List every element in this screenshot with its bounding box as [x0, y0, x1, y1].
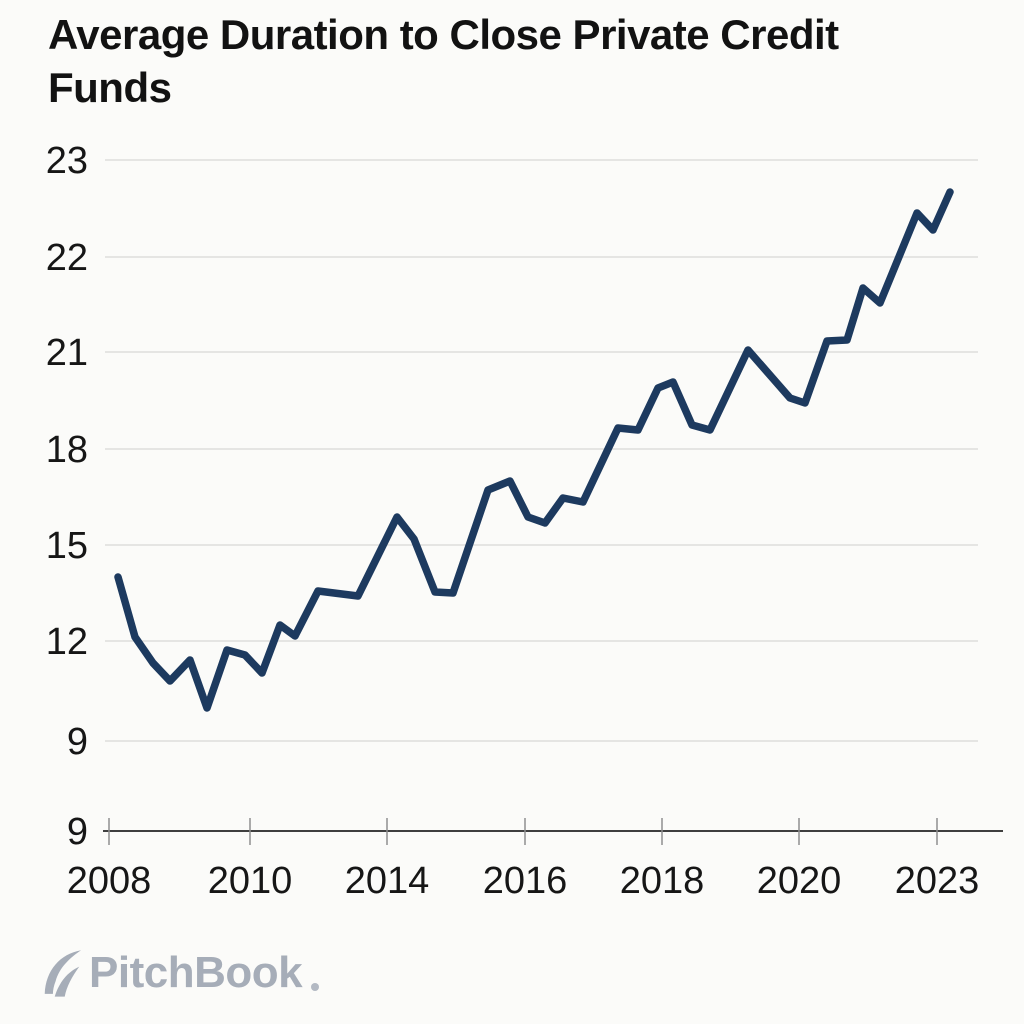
- x-tick-label: 2010: [208, 860, 293, 902]
- y-tick-label: 9: [67, 811, 88, 853]
- feather-swoosh-icon: [44, 950, 82, 997]
- x-tick-label: 2014: [345, 860, 430, 902]
- x-tick-label: 2020: [757, 860, 842, 902]
- y-tick-label: 9: [67, 721, 88, 763]
- y-tick-label: 22: [46, 237, 88, 279]
- chart-title-line1: Average Duration to Close Private Credit: [48, 11, 839, 58]
- chart-title-line2: Funds: [48, 64, 172, 111]
- y-tick-label: 18: [46, 429, 88, 471]
- x-tick-label: 2008: [67, 860, 152, 902]
- x-tick-label: 2016: [483, 860, 568, 902]
- data-line: [114, 188, 954, 712]
- pitchbook-logo: PitchBook: [42, 948, 320, 998]
- x-tick-label: 2023: [895, 860, 980, 902]
- y-tick-label: 21: [46, 332, 88, 374]
- y-tick-label: 15: [46, 525, 88, 567]
- pitchbook-logo-text: PitchBook: [89, 948, 303, 997]
- logo-dot: [311, 983, 320, 991]
- x-tick-label: 2018: [620, 860, 705, 902]
- chart-title: Average Duration to Close Private Credit…: [48, 8, 998, 114]
- y-tick-label: 12: [46, 621, 88, 663]
- y-tick-label: 23: [46, 140, 88, 182]
